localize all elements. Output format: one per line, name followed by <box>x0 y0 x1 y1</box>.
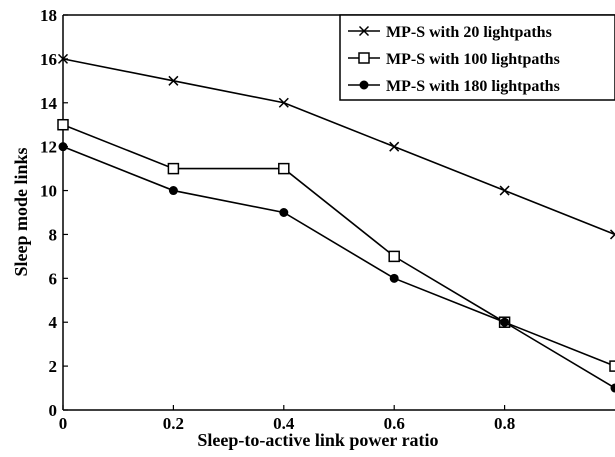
data-point <box>389 141 400 152</box>
data-point <box>389 273 399 283</box>
y-tick-label: 10 <box>40 182 57 201</box>
x-tick-label: 0.6 <box>384 414 405 433</box>
legend: MP-S with 20 lightpaths MP-S with 100 lig… <box>339 14 615 101</box>
data-point <box>57 118 69 131</box>
legend-label: MP-S with 180 lightpaths <box>386 78 560 95</box>
legend-box <box>339 14 615 101</box>
data-point <box>609 229 615 240</box>
y-tick-label: 18 <box>40 6 57 25</box>
y-tick-label: 0 <box>49 401 58 420</box>
legend-label: MP-S with 100 lightpaths <box>386 51 560 68</box>
data-point <box>58 142 68 152</box>
legend-marker <box>359 80 369 90</box>
data-point <box>279 208 289 217</box>
data-point <box>278 162 290 175</box>
y-tick-label: 6 <box>49 269 58 288</box>
x-axis: 0 0.2 0.4 0.6 0.8 <box>59 405 515 433</box>
series-layer <box>57 53 615 393</box>
x-tick-label: 0.2 <box>163 414 184 433</box>
x-tick-label: 0.8 <box>494 414 515 433</box>
x-axis-title: Sleep-to-active link power ratio <box>197 430 438 450</box>
y-tick-label: 14 <box>40 94 58 113</box>
y-axis: 0 2 4 6 8 10 12 14 16 18 <box>40 6 68 420</box>
data-point <box>500 317 510 327</box>
y-tick-label: 12 <box>40 138 57 157</box>
legend-marker <box>358 25 370 37</box>
legend-item: MP-S with 20 lightpaths <box>348 24 552 41</box>
x-tick-label: 0.4 <box>273 414 295 433</box>
y-axis-title: Sleep mode links <box>11 147 31 276</box>
data-point <box>57 53 69 64</box>
y-tick-label: 16 <box>40 50 57 69</box>
y-tick-label: 2 <box>49 357 58 376</box>
legend-label: MP-S with 20 lightpaths <box>386 24 552 41</box>
series-2 <box>57 118 615 372</box>
y-tick-label: 8 <box>49 225 58 244</box>
data-point <box>278 97 289 108</box>
series-line <box>62 145 615 389</box>
x-tick-label: 0 <box>59 414 68 433</box>
data-point <box>388 250 400 263</box>
y-tick-label: 4 <box>49 313 58 332</box>
series-line <box>62 123 615 367</box>
legend-marker <box>358 52 370 64</box>
data-point <box>499 185 510 196</box>
series-3 <box>58 142 615 393</box>
data-point <box>168 75 179 86</box>
series-1 <box>57 53 615 240</box>
data-point <box>167 162 180 175</box>
legend-item: MP-S with 100 lightpaths <box>348 51 560 68</box>
data-point <box>609 360 615 372</box>
data-point <box>168 186 178 196</box>
data-point <box>610 383 615 393</box>
series-line <box>62 58 615 236</box>
legend-item: MP-S with 180 lightpaths <box>348 78 560 95</box>
